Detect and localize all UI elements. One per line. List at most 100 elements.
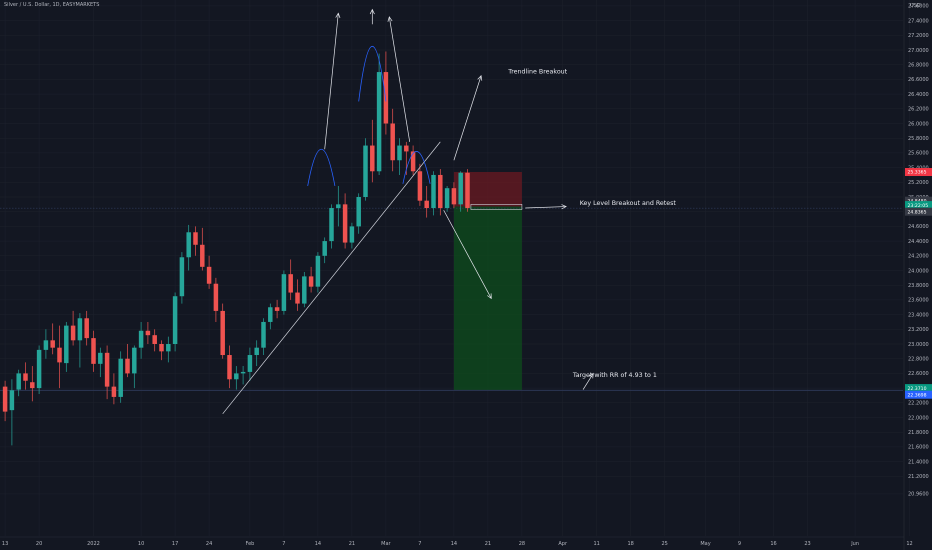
y-tick-label: 21.8000 [908, 430, 929, 436]
candle-body [152, 335, 157, 344]
candle [302, 271, 307, 308]
candle [370, 119, 375, 183]
y-tick-label: 23.4000 [908, 312, 929, 318]
candle [193, 226, 198, 256]
candle-body [64, 325, 69, 364]
candle-body [370, 145, 375, 172]
candle-body [77, 318, 83, 341]
candle-body [397, 145, 402, 161]
candle [308, 266, 314, 293]
candle-body [261, 321, 266, 348]
drawings [222, 8, 594, 415]
candlesticks[interactable] [2, 51, 470, 446]
arrow-shaft [582, 373, 594, 390]
x-tick-label: 25 [662, 541, 668, 547]
candle [23, 362, 28, 390]
candle-body [179, 257, 185, 297]
candle [104, 345, 110, 400]
candle [322, 237, 327, 264]
candle-body [295, 292, 300, 304]
time-axis[interactable]: 13 20 2022 10 17 24 Feb 7 14 21 Mar 7 14 21 28 Apr 11 18 2… [0, 536, 913, 547]
candle-body [23, 373, 28, 381]
y-tick-label: 22.8000 [908, 357, 929, 363]
candle [36, 345, 42, 394]
arrow-shaft [525, 206, 567, 209]
candle [417, 163, 423, 206]
arrow-shaft [388, 16, 411, 142]
price-badge: 25.3365 [905, 168, 932, 177]
price-badge: 22.3710 [905, 384, 932, 393]
arrow [525, 204, 567, 210]
x-tick-label: 12 [906, 541, 912, 547]
y-tick-label: 25.6000 [908, 151, 929, 157]
candle [30, 366, 35, 402]
candle [349, 222, 355, 249]
candle [227, 345, 232, 389]
y-tick-label: 27.4000 [908, 18, 929, 24]
x-tick-label: 21 [485, 541, 491, 547]
candle-body [288, 274, 293, 293]
candle [91, 330, 96, 372]
annotation-label: Target with RR of 4.93 to 1 [572, 372, 657, 379]
arrow-shaft [453, 75, 482, 161]
annotations: Head and Shoulders Pattern FormationTren… [507, 68, 676, 379]
x-tick-label: Mar [381, 541, 391, 547]
x-tick-label: 7 [282, 541, 285, 547]
candle-body [444, 188, 450, 209]
candle-body [383, 72, 389, 124]
candle-body [104, 352, 110, 387]
symbol-title[interactable]: Silver / U.S. Dollar, 1D, EASYMARKETS [4, 2, 100, 8]
candle [356, 193, 361, 234]
candle-body [227, 355, 232, 380]
price-badge-bg [905, 168, 932, 177]
candle-body [342, 204, 348, 243]
y-tick-label: 23.6000 [908, 298, 929, 304]
x-tick-label: 18 [628, 541, 634, 547]
candle [329, 204, 334, 249]
candle-body [363, 145, 368, 197]
candle-body [166, 344, 171, 352]
candle-body [349, 226, 355, 243]
y-tick-label: 25.2000 [908, 180, 929, 186]
candle [363, 138, 368, 201]
arrow-head [561, 204, 567, 210]
price-badge-bg [905, 390, 932, 399]
candle [9, 379, 15, 446]
price-badge-label: 25.3365 [908, 170, 927, 176]
y-tick-label: 25.8000 [908, 136, 929, 142]
arrow [387, 16, 411, 142]
candle [247, 347, 253, 381]
candle-body [213, 283, 219, 311]
x-tick-label: May [700, 541, 710, 547]
price-axis[interactable]: 27.6000 27.4000 27.2000 27.0000 26.8000 26.60… [903, 0, 932, 550]
price-badge-bg [905, 196, 932, 205]
candle-body [240, 371, 246, 374]
candle-body [91, 338, 96, 364]
candle-body [111, 386, 117, 397]
candle [118, 351, 123, 403]
y-tick-label: 22.6000 [908, 371, 929, 377]
candle-body [417, 171, 423, 201]
arrow-head [387, 16, 393, 22]
candle-body [159, 344, 164, 352]
x-tick-label: 9 [738, 541, 741, 547]
candle [397, 138, 402, 175]
candle-body [268, 307, 273, 322]
candle [240, 366, 246, 385]
candle-body [200, 244, 205, 267]
price-badge-label: 23:22:05 [908, 203, 929, 209]
x-tick-label: 14 [315, 541, 321, 547]
arrow-head [369, 8, 375, 15]
currency-label[interactable]: USD [910, 3, 921, 9]
x-tick-label: Apr [558, 541, 568, 547]
arrow [453, 74, 483, 161]
candle [431, 171, 436, 216]
pattern-arc [358, 46, 387, 102]
arrow-head [335, 12, 341, 19]
x-tick-label: Jun [850, 541, 859, 547]
y-tick-label: 21.4000 [908, 459, 929, 465]
price-badge-label: 24.8365 [908, 209, 927, 215]
candle [77, 313, 83, 368]
x-tick-label: 23 [804, 541, 810, 547]
